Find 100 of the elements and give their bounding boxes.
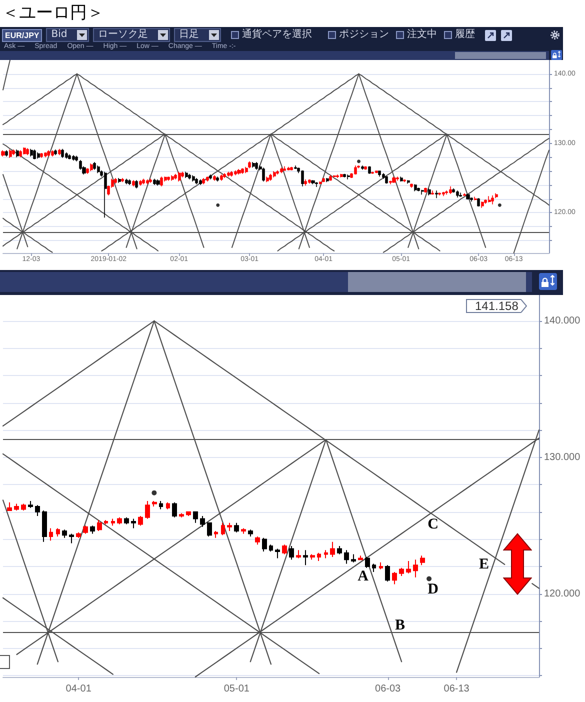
candlestick — [290, 166, 293, 171]
candlestick — [145, 500, 150, 520]
candlestick — [188, 173, 191, 180]
candlestick — [269, 173, 272, 182]
candlestick — [117, 516, 122, 525]
candlestick — [308, 179, 311, 184]
candlestick — [470, 197, 473, 202]
candlestick — [294, 165, 297, 170]
candlestick — [23, 147, 26, 155]
candlestick — [124, 516, 129, 525]
candlestick — [255, 162, 258, 170]
text: EUR/JPY — [2, 28, 42, 42]
candlestick — [47, 150, 50, 157]
candlestick — [26, 148, 29, 156]
text: 通貨ペアを選択 — [242, 29, 312, 41]
candlestick — [255, 536, 260, 546]
candlestick — [171, 174, 174, 182]
candlestick — [241, 528, 246, 534]
candlestick — [195, 178, 198, 185]
candlestick — [396, 176, 399, 182]
x-tick-label: 06-03 — [375, 684, 402, 694]
candlestick — [275, 548, 280, 559]
candlestick — [438, 192, 441, 196]
candlestick — [252, 162, 255, 168]
candlestick — [138, 516, 143, 526]
candlestick — [12, 149, 15, 156]
candlestick — [248, 160, 251, 169]
candlestick — [28, 500, 33, 508]
candlestick — [56, 528, 60, 537]
candlestick — [146, 179, 149, 185]
candlestick — [372, 563, 376, 572]
candlestick — [93, 162, 96, 170]
candlestick — [172, 502, 177, 518]
candlestick — [128, 179, 131, 186]
candlestick — [214, 530, 218, 538]
candlestick — [379, 562, 383, 570]
candlestick — [420, 555, 425, 566]
candlestick — [118, 178, 121, 184]
candlestick — [400, 176, 403, 182]
candlestick — [315, 182, 318, 188]
candlestick — [392, 176, 396, 184]
candlestick — [76, 532, 81, 538]
candlestick — [269, 544, 273, 552]
candlestick — [5, 150, 8, 157]
candlestick — [273, 170, 276, 178]
dropdown: ローソク足 — [93, 28, 170, 42]
candlestick — [234, 522, 239, 533]
candlestick — [310, 554, 315, 560]
candlestick — [428, 188, 431, 196]
candlestick — [301, 170, 304, 187]
candlestick — [365, 556, 370, 568]
candlestick — [463, 192, 466, 196]
candlestick — [442, 192, 445, 196]
candlestick — [234, 170, 237, 176]
candlestick — [282, 544, 287, 555]
candlestick — [289, 546, 294, 560]
text: ポジション — [339, 29, 390, 41]
candlestick — [40, 152, 43, 158]
candlestick — [69, 533, 74, 544]
candlestick — [37, 152, 40, 159]
annotation: B — [394, 618, 406, 634]
candlestick — [296, 550, 301, 559]
candlestick — [304, 179, 307, 186]
candlestick — [424, 187, 427, 193]
candlestick — [61, 148, 64, 158]
candlestick — [83, 525, 88, 534]
annotation: D — [428, 582, 438, 598]
candlestick — [474, 196, 477, 201]
candlestick — [237, 168, 241, 175]
candlestick — [139, 180, 142, 186]
candlestick — [403, 179, 406, 183]
candlestick — [125, 178, 128, 185]
candlestick — [111, 518, 115, 526]
candlestick — [459, 192, 462, 198]
candlestick — [7, 502, 12, 512]
candlestick — [35, 504, 40, 517]
y-tick-label: 120.000 — [544, 588, 581, 600]
candlestick — [121, 178, 124, 183]
candlestick — [417, 187, 420, 192]
candlestick — [407, 180, 410, 184]
candlestick — [382, 172, 385, 180]
candlestick — [477, 198, 480, 207]
candlestick — [435, 190, 438, 199]
annotation: A — [358, 568, 368, 584]
candlestick — [202, 178, 205, 185]
candlestick — [21, 503, 26, 512]
dropdown: Bid — [46, 28, 90, 42]
candlestick — [317, 552, 321, 562]
candlestick — [152, 500, 157, 507]
candlestick — [361, 165, 364, 170]
candlestick — [90, 163, 93, 172]
candlestick — [30, 148, 33, 157]
candlestick — [333, 174, 336, 178]
candlestick — [343, 173, 346, 178]
candlestick — [68, 154, 71, 160]
candlestick — [79, 160, 82, 170]
candlestick — [481, 201, 484, 208]
candlestick — [72, 154, 75, 162]
candlestick — [42, 510, 47, 542]
candlestick — [216, 176, 219, 182]
